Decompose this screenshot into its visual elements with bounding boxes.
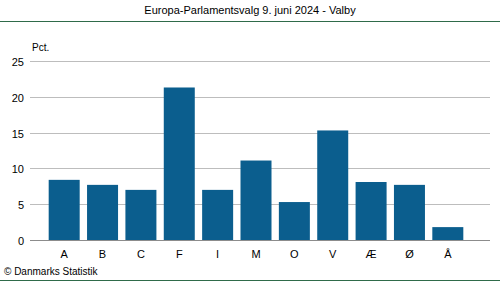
chart-container: Europa-Parlamentsvalg 9. juni 2024 - Val… (0, 0, 500, 282)
bar (125, 190, 156, 240)
bar (356, 182, 387, 240)
x-tick-label: O (290, 248, 299, 260)
grid-line (30, 61, 490, 62)
x-tick-label: F (176, 248, 183, 260)
y-axis-label: Pct. (32, 42, 49, 53)
y-tick-label: 20 (12, 92, 24, 104)
bar (394, 185, 425, 240)
x-tick-label: M (251, 248, 260, 260)
x-tick-label: V (329, 248, 337, 260)
x-tick-label: I (216, 248, 219, 260)
bar (279, 202, 310, 240)
y-tick-label: 5 (18, 199, 24, 211)
bar (87, 185, 118, 240)
y-tick-label: 0 (18, 235, 24, 247)
x-tick-label: Å (444, 248, 452, 260)
grid-line (30, 133, 490, 134)
source-note: © Danmarks Statistik (4, 266, 99, 277)
top-rule (0, 21, 500, 22)
chart-svg: Europa-Parlamentsvalg 9. juni 2024 - Val… (0, 0, 500, 282)
x-tick-label: A (61, 248, 69, 260)
x-axis-line (30, 240, 490, 241)
bar (241, 161, 272, 240)
bar (317, 130, 348, 240)
y-tick-label: 15 (12, 128, 24, 140)
bar (49, 180, 80, 240)
title: Europa-Parlamentsvalg 9. juni 2024 - Val… (144, 4, 356, 16)
x-tick-label: B (99, 248, 106, 260)
grid-line (30, 97, 490, 98)
bar (164, 87, 195, 240)
x-tick-label: Æ (366, 248, 377, 260)
x-tick-label: Ø (405, 248, 414, 260)
bars (49, 87, 464, 240)
y-tick-label: 25 (12, 56, 24, 68)
bottom-rule (0, 280, 500, 281)
grid-line (30, 240, 490, 241)
y-tick-label: 10 (12, 163, 24, 175)
bar (432, 227, 463, 240)
bar (202, 190, 233, 240)
x-tick-label: C (137, 248, 145, 260)
